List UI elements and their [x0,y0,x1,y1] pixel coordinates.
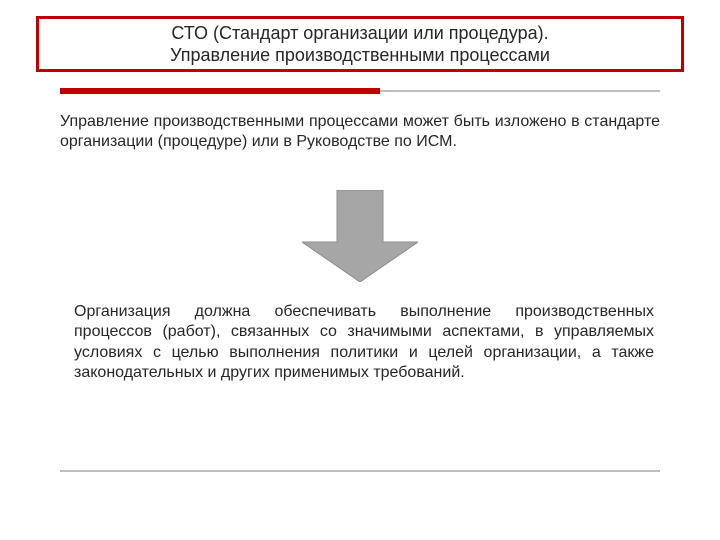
slide-title-line2: Управление производственными процессами [170,45,550,65]
accent-bar-grey [380,90,660,92]
paragraph-1: Управление производственными процессами … [60,112,660,153]
slide: СТО (Стандарт организации или процедура)… [0,0,720,540]
slide-title-box: СТО (Стандарт организации или процедура)… [36,16,684,72]
down-arrow-icon [302,190,418,282]
accent-bar [60,88,660,94]
down-arrow-wrap [0,190,720,282]
bottom-rule [60,470,660,472]
paragraph-2: Организация должна обеспечивать выполнен… [74,302,654,384]
slide-title-text: СТО (Стандарт организации или процедура)… [170,22,550,67]
slide-title-line1: СТО (Стандарт организации или процедура)… [171,23,548,43]
accent-bar-red [60,88,380,94]
